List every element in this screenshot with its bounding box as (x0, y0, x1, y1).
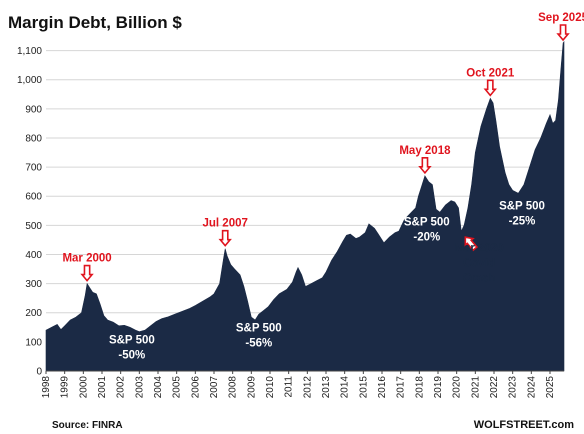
note-text: Mar 2020 (454, 243, 503, 255)
y-tick-label: 400 (25, 250, 42, 261)
annotations: Mar 2000 Jul 2007 May 2018 Oct 2021 Sep 2025 (62, 12, 584, 282)
note-text: Crash (463, 273, 496, 285)
y-tick-label: 900 (25, 104, 42, 115)
peak-label: Oct 2021 (466, 67, 515, 79)
note-text: -56% (245, 338, 272, 350)
x-tick-label: 2012 (302, 376, 313, 399)
x-tick-label: 2025 (545, 376, 556, 399)
x-tick-label: 2000 (78, 376, 89, 399)
x-tick-label: 2018 (414, 376, 425, 399)
y-tick-label: 800 (25, 133, 42, 144)
down-arrow-icon (80, 264, 94, 282)
y-tick-label: 700 (25, 163, 42, 174)
x-tick-label: 2004 (153, 376, 164, 399)
x-tick-label: 2005 (172, 376, 183, 399)
margin-debt-area (45, 40, 565, 372)
note-text: -50% (118, 349, 145, 361)
x-tick-label: 2024 (526, 376, 537, 399)
down-arrow-icon (483, 79, 497, 97)
down-arrow-icon (556, 24, 570, 42)
y-tick-label: 0 (36, 367, 42, 378)
x-tick-label: 2007 (209, 376, 220, 399)
x-tick-label: 2006 (190, 376, 201, 399)
x-tick-label: 2003 (134, 376, 145, 399)
x-tick-label: 2001 (97, 376, 108, 399)
x-tick-label: 2022 (489, 376, 500, 399)
chart-title: Margin Debt, Billion $ (8, 13, 182, 32)
x-tick-label: 2013 (321, 376, 332, 399)
y-tick-label: 500 (25, 221, 42, 232)
note-text: Covid (463, 258, 495, 270)
x-axis-ticks: 1998 1999 2000 2001 2002 2003 2004 2005 2006 2007… (41, 370, 564, 399)
y-tick-label: 1,100 (17, 46, 42, 57)
note-text: -20% (413, 231, 440, 243)
up-arrow-icon (464, 236, 479, 252)
x-tick-label: 1999 (60, 376, 71, 399)
x-tick-label: 2010 (265, 376, 276, 399)
y-tick-label: 100 (25, 337, 42, 348)
note-text: S&P 500 (236, 323, 282, 335)
note-text: S&P 500 (404, 216, 450, 228)
x-tick-label: 2023 (508, 376, 519, 399)
plot-area (45, 40, 565, 372)
x-tick-label: 2021 (470, 376, 481, 399)
x-tick-label: 2016 (377, 376, 388, 399)
brand-label: WOLFSTREET.com (474, 419, 574, 431)
notes: S&P 500 -50% S&P 500 -56% S&P 500 -20% S&P 500… (109, 200, 545, 361)
x-tick-label: 2011 (284, 376, 295, 398)
note-text: -25% (509, 215, 536, 227)
x-tick-label: 1998 (41, 376, 52, 399)
y-tick-label: 200 (25, 308, 42, 319)
x-tick-label: 2019 (433, 376, 444, 399)
x-tick-label: 2015 (358, 376, 369, 399)
peak-label: Mar 2000 (62, 253, 111, 265)
x-tick-label: 2009 (246, 376, 257, 399)
x-tick-label: 2020 (452, 376, 463, 399)
y-axis-ticks: 0 100 200 300 400 500 600 700 800 900 1,000 1,100 (17, 46, 42, 377)
x-tick-label: 2002 (116, 376, 127, 399)
x-tick-label: 2014 (340, 376, 351, 399)
y-tick-label: 600 (25, 192, 42, 203)
down-arrow-icon (218, 229, 232, 247)
x-tick-label: 2017 (396, 376, 407, 399)
down-arrow-icon (418, 157, 432, 175)
peak-label: May 2018 (399, 145, 451, 157)
y-tick-label: 300 (25, 279, 42, 290)
y-tick-label: 1,000 (17, 75, 42, 86)
peak-label: Jul 2007 (202, 218, 247, 230)
note-text: S&P 500 (499, 200, 545, 212)
source-label: Source: FINRA (52, 420, 123, 431)
x-tick-label: 2008 (228, 376, 239, 399)
peak-label: Sep 2025 (538, 12, 584, 24)
note-text: S&P 500 (109, 334, 155, 346)
